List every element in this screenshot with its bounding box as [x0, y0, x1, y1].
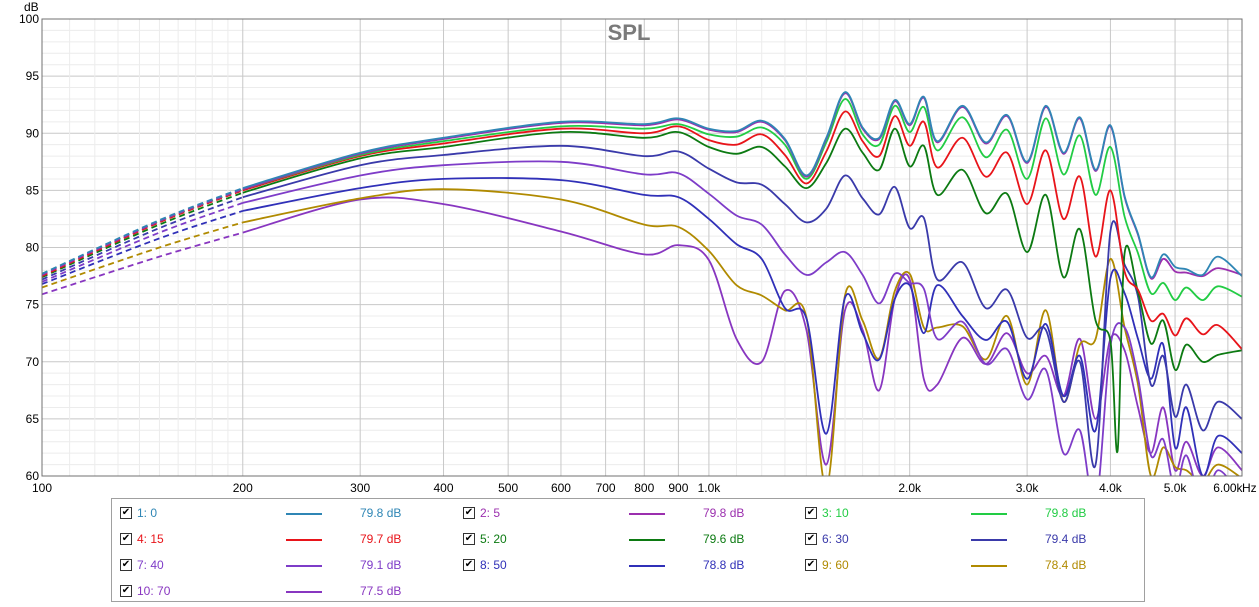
legend-checkbox[interactable]: ✔	[805, 559, 817, 571]
x-tick-label: 2.0k	[898, 481, 922, 495]
legend-series-name: 4: 15	[137, 532, 164, 546]
legend-series-value: 79.8 dB	[1045, 506, 1087, 520]
legend-series-name: 7: 40	[137, 558, 164, 572]
x-tick-label: 700	[596, 481, 616, 495]
legend-checkbox[interactable]: ✔	[120, 585, 132, 597]
spl-chart: 60 65 70 75 80 85 90 95 100 100 200 300 400 500 600 70…	[19, 0, 1257, 495]
legend-item: ✔ 4: 15 79.7 dB	[120, 531, 450, 549]
x-tick-label: 1.0k	[698, 481, 722, 495]
legend-checkbox[interactable]: ✔	[120, 533, 132, 545]
legend-checkbox[interactable]: ✔	[805, 533, 817, 545]
grid	[41, 18, 1242, 477]
x-tick-label: 4.0k	[1099, 481, 1123, 495]
series-5-line	[242, 127, 1242, 454]
x-tick-label: 900	[668, 481, 688, 495]
x-tick-label: 200	[233, 481, 253, 495]
x-tick-label: 3.0k	[1016, 481, 1040, 495]
legend-item: ✔ 5: 20 79.6 dB	[463, 531, 793, 549]
y-tick-label: 65	[26, 412, 40, 426]
x-tick-label: 800	[634, 481, 654, 495]
x-tick-labels: 100 200 300 400 500 600 700 800 900 1.0k 2.0k 3.0k 4…	[32, 481, 1244, 495]
legend-item: ✔ 7: 40 79.1 dB	[120, 557, 450, 575]
series-6-line	[242, 144, 1242, 469]
legend-line-swatch	[286, 565, 322, 567]
legend-series-name: 9: 60	[822, 558, 849, 572]
x-tick-label: 5.0k	[1164, 481, 1188, 495]
legend-series-name: 8: 50	[480, 558, 507, 572]
legend-series-value: 79.8 dB	[703, 506, 745, 520]
legend-item: ✔ 1: 0 79.8 dB	[120, 505, 450, 523]
series-7-line-extrapolated	[42, 202, 244, 283]
legend-item: ✔ 8: 50 78.8 dB	[463, 557, 793, 575]
legend-series-name: 2: 5	[480, 506, 501, 520]
x-tick-label: 500	[498, 481, 518, 495]
legend-series-name: 3: 10	[822, 506, 849, 520]
legend-line-swatch	[971, 513, 1007, 515]
series-10-line-extrapolated	[42, 231, 244, 296]
legend-checkbox[interactable]: ✔	[463, 533, 475, 545]
legend-line-swatch	[286, 513, 322, 515]
chart-title: SPL	[608, 20, 651, 45]
y-tick-label: 85	[26, 183, 40, 197]
legend-series-value: 78.4 dB	[1045, 558, 1087, 572]
legend-checkbox[interactable]: ✔	[120, 559, 132, 571]
series-8-line-extrapolated	[42, 210, 244, 285]
legend-item: ✔ 9: 60 78.4 dB	[805, 557, 1135, 575]
y-tick-label: 60	[26, 469, 40, 483]
legend-series-name: 6: 30	[822, 532, 849, 546]
y-tick-label: 70	[26, 355, 40, 369]
legend-series-value: 79.4 dB	[1045, 532, 1087, 546]
y-tick-label: 90	[26, 126, 40, 140]
legend-series-name: 1: 0	[137, 506, 158, 520]
legend: ✔ 1: 0 79.8 dB ✔ 2: 5 79.8 dB ✔ 3: 10 79.8 dB ✔ 4:…	[111, 498, 1145, 602]
legend-series-name: 10: 70	[137, 584, 171, 598]
y-tick-label: 100	[19, 12, 39, 26]
series-6-line-extrapolated	[42, 196, 244, 281]
y-tick-label: 75	[26, 298, 40, 312]
legend-series-value: 79.8 dB	[360, 506, 402, 520]
series-1-line	[242, 91, 1242, 279]
x-axis-unit: Hz	[1242, 481, 1257, 495]
legend-line-swatch	[286, 591, 322, 593]
y-axis-label: dB	[24, 0, 39, 14]
legend-series-value: 79.1 dB	[360, 558, 402, 572]
legend-series-value: 77.5 dB	[360, 584, 402, 598]
y-tick-label: 95	[26, 69, 40, 83]
legend-item: ✔ 6: 30 79.4 dB	[805, 531, 1135, 549]
legend-series-value: 78.8 dB	[703, 558, 745, 572]
x-tick-label: 600	[551, 481, 571, 495]
curves	[42, 91, 1242, 476]
x-tick-label: 400	[434, 481, 454, 495]
legend-line-swatch	[286, 539, 322, 541]
legend-series-value: 79.7 dB	[360, 532, 402, 546]
legend-series-value: 79.6 dB	[703, 532, 745, 546]
legend-checkbox[interactable]: ✔	[463, 559, 475, 571]
legend-line-swatch	[629, 539, 665, 541]
series-3-line	[242, 98, 1242, 302]
legend-item: ✔ 2: 5 79.8 dB	[463, 505, 793, 523]
series-8-line	[242, 177, 1242, 476]
series-7-line	[242, 160, 1228, 476]
y-tick-label: 80	[26, 241, 40, 255]
legend-line-swatch	[629, 513, 665, 515]
legend-checkbox[interactable]: ✔	[120, 507, 132, 519]
legend-item: ✔ 10: 70 77.5 dB	[120, 583, 450, 601]
plot-frame	[41, 18, 1243, 477]
legend-checkbox[interactable]: ✔	[463, 507, 475, 519]
legend-line-swatch	[629, 565, 665, 567]
x-tick-label: 300	[350, 481, 370, 495]
series-5-line-extrapolated	[42, 191, 244, 279]
series-4-line	[242, 110, 1242, 350]
legend-line-swatch	[971, 539, 1007, 541]
legend-item: ✔ 3: 10 79.8 dB	[805, 505, 1135, 523]
legend-line-swatch	[971, 565, 1007, 567]
legend-checkbox[interactable]: ✔	[805, 507, 817, 519]
legend-series-name: 5: 20	[480, 532, 507, 546]
series-9-line-extrapolated	[42, 221, 244, 289]
x-tick-label: 6.00k	[1213, 481, 1243, 495]
y-tick-labels: 60 65 70 75 80 85 90 95 100	[19, 12, 39, 483]
x-tick-label: 100	[32, 481, 52, 495]
